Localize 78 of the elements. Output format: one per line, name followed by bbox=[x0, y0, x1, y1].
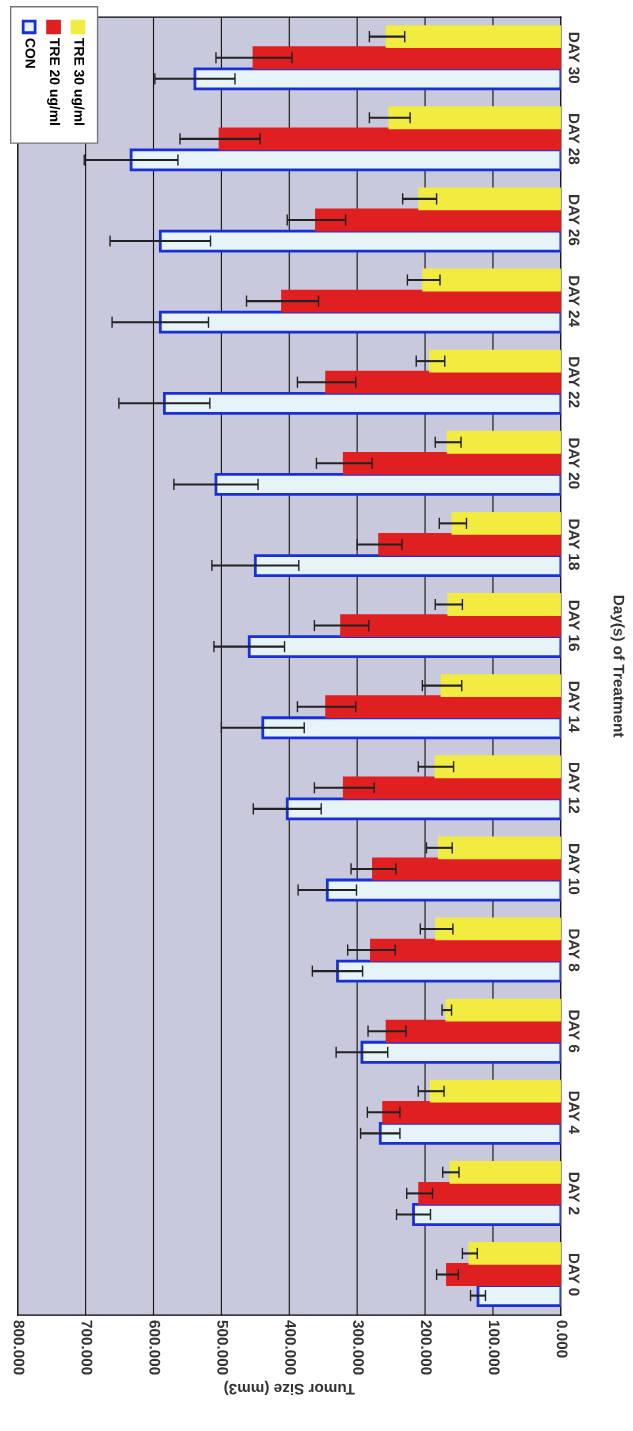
bar bbox=[372, 857, 561, 881]
bar bbox=[422, 268, 561, 292]
y-tick-label: DAY 18 bbox=[568, 519, 580, 570]
bar bbox=[446, 1263, 561, 1286]
bar bbox=[437, 836, 561, 860]
bar bbox=[447, 593, 561, 616]
y-axis-title: Day(s) of Treatment bbox=[610, 595, 625, 738]
x-tick-label: 600.000 bbox=[149, 1320, 161, 1375]
bar bbox=[162, 391, 561, 415]
bar bbox=[315, 208, 561, 232]
legend-label: TRE 30 ug/ml bbox=[71, 38, 85, 125]
x-axis-title: Tumor Size (mm3) bbox=[224, 1380, 355, 1395]
bar bbox=[252, 46, 561, 70]
bar bbox=[193, 67, 561, 91]
y-tick-label: DAY 14 bbox=[568, 681, 580, 733]
bar bbox=[325, 370, 561, 394]
bar bbox=[449, 1160, 561, 1184]
bar bbox=[418, 1182, 561, 1205]
bar bbox=[435, 917, 561, 941]
legend-label: CON bbox=[25, 38, 36, 68]
y-tick-label: DAY 16 bbox=[568, 600, 580, 651]
bar bbox=[325, 695, 561, 719]
bar bbox=[340, 614, 561, 637]
x-tick-label: 400.000 bbox=[285, 1320, 296, 1375]
x-tick-label: 200.000 bbox=[420, 1320, 432, 1375]
bar bbox=[360, 1040, 561, 1064]
y-tick-label: DAY 8 bbox=[568, 929, 580, 972]
bar bbox=[158, 310, 561, 334]
bar bbox=[158, 229, 561, 253]
bar bbox=[218, 127, 561, 151]
x-tick-label: 700.000 bbox=[81, 1320, 93, 1375]
bar bbox=[370, 938, 561, 962]
y-tick-label: DAY 22 bbox=[568, 357, 580, 408]
bar bbox=[388, 106, 561, 130]
bar bbox=[385, 1019, 561, 1043]
x-tick-label: 0.000 bbox=[556, 1320, 568, 1358]
bar bbox=[214, 473, 561, 496]
bar bbox=[285, 797, 561, 821]
bar bbox=[325, 878, 561, 902]
bar bbox=[451, 511, 561, 535]
bar bbox=[382, 1100, 561, 1124]
y-tick-label: DAY 28 bbox=[568, 113, 580, 165]
y-tick-label: DAY 24 bbox=[568, 276, 580, 327]
y-tick-label: DAY 26 bbox=[568, 195, 580, 246]
bar bbox=[253, 554, 561, 577]
bar bbox=[446, 430, 561, 454]
y-tick-label: DAY 20 bbox=[568, 438, 580, 489]
bar bbox=[429, 1079, 561, 1103]
legend-label: TRE 20 ug/ml bbox=[47, 38, 61, 125]
bar bbox=[412, 1203, 561, 1226]
bar bbox=[468, 1242, 561, 1265]
bar bbox=[342, 451, 561, 475]
bar bbox=[378, 1121, 561, 1145]
x-tick-label: 500.000 bbox=[217, 1320, 229, 1375]
x-tick-label: 100.000 bbox=[488, 1320, 500, 1375]
y-tick-label: DAY 30 bbox=[568, 32, 580, 84]
bar bbox=[385, 25, 561, 49]
x-tick-label: 300.000 bbox=[353, 1320, 364, 1375]
bar bbox=[336, 959, 561, 983]
bar bbox=[418, 187, 561, 211]
bar bbox=[281, 289, 561, 313]
bar bbox=[476, 1284, 561, 1308]
x-tick-label: 800.000 bbox=[13, 1320, 25, 1375]
y-tick-label: DAY 4 bbox=[568, 1091, 580, 1134]
bar bbox=[378, 533, 561, 556]
y-tick-label: DAY 12 bbox=[568, 762, 580, 814]
bar bbox=[342, 776, 561, 800]
bar bbox=[129, 148, 561, 172]
y-tick-label: DAY 6 bbox=[568, 1010, 580, 1053]
y-tick-label: DAY 10 bbox=[568, 844, 580, 895]
bar bbox=[434, 755, 561, 779]
bar bbox=[440, 674, 561, 698]
bar bbox=[429, 349, 561, 373]
bar bbox=[445, 998, 561, 1022]
y-tick-label: DAY 0 bbox=[568, 1253, 580, 1296]
bar bbox=[261, 716, 561, 740]
bar bbox=[247, 635, 561, 659]
y-tick-label: DAY 2 bbox=[568, 1172, 580, 1215]
